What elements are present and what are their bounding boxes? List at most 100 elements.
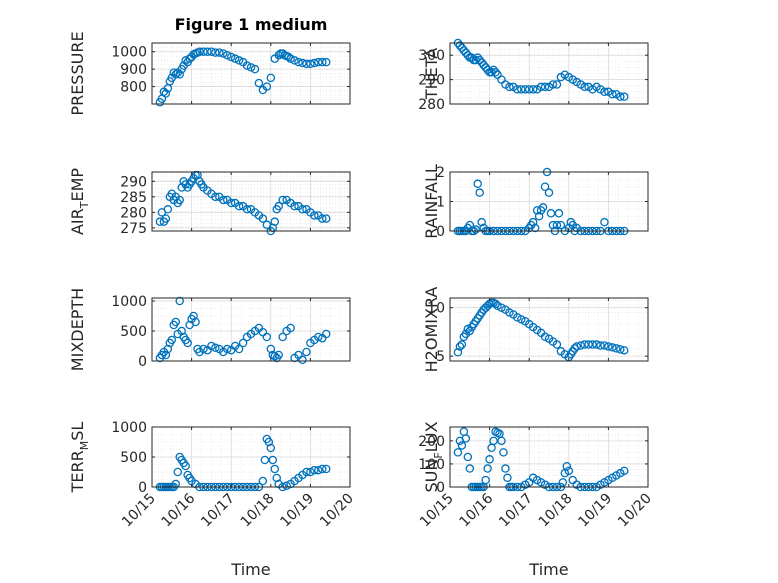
y-tick-label: 100	[418, 457, 445, 473]
data-point	[461, 434, 471, 443]
data-point	[310, 465, 319, 475]
x-tick-label: 10/18	[238, 491, 278, 531]
data-point	[580, 340, 589, 349]
data-point	[298, 355, 307, 365]
y-tick-label: 300	[418, 48, 445, 64]
y-tick-label: 0	[436, 480, 445, 496]
data-point	[619, 466, 629, 476]
data-point	[171, 479, 181, 489]
data-point	[177, 326, 186, 336]
x-tick-label: 10/17	[198, 491, 238, 531]
data-point	[270, 351, 280, 361]
data-point	[505, 308, 514, 317]
y-tick-label: 500	[120, 450, 147, 466]
data-point	[314, 465, 323, 475]
data-point	[268, 455, 278, 465]
data-point	[546, 209, 556, 218]
y-tick-label: 280	[418, 97, 445, 113]
data-point	[286, 323, 295, 333]
axes-box	[449, 297, 649, 362]
data-point	[163, 344, 173, 354]
data-point	[266, 443, 276, 453]
y-axis-label: PRESSURE	[68, 31, 87, 115]
data-point	[219, 195, 228, 205]
data-point	[302, 59, 311, 69]
data-point	[242, 205, 252, 214]
data-point	[294, 57, 303, 67]
data-point	[463, 324, 473, 334]
data-point	[572, 342, 581, 351]
data-point	[211, 192, 220, 202]
data-point	[181, 461, 190, 471]
data-point	[616, 92, 625, 101]
data-point	[290, 56, 299, 65]
data-point	[278, 195, 287, 205]
y-axis-label: RAINFALL	[422, 164, 441, 239]
y-tick-label: 290	[418, 73, 445, 89]
subplot-lower-left: 0 500 1000 MIXDEPTH	[68, 288, 351, 371]
data-point	[536, 82, 546, 92]
data-point	[258, 476, 268, 486]
data-point	[191, 317, 200, 327]
data-point	[608, 89, 617, 99]
data-point	[211, 48, 220, 57]
data-point	[234, 56, 244, 65]
data-point	[558, 478, 568, 487]
data-point	[302, 467, 311, 477]
data-point	[608, 343, 617, 352]
data-point	[457, 340, 467, 349]
data-point	[189, 311, 198, 321]
y-tick-label: 5	[436, 349, 445, 365]
x-tick-label: 10/17	[496, 491, 536, 531]
data-point	[457, 441, 467, 450]
data-point	[600, 217, 609, 227]
data-point	[234, 201, 244, 211]
y-tick-label: 2	[436, 165, 445, 181]
data-point	[493, 301, 502, 311]
data-point	[254, 78, 264, 88]
data-point	[528, 85, 538, 94]
data-point	[222, 344, 232, 354]
data-point	[588, 340, 597, 349]
y-tick-label: 800	[120, 80, 147, 96]
data-point	[203, 47, 212, 56]
data-point	[270, 464, 280, 474]
axes-box	[151, 42, 351, 105]
data-point	[592, 340, 601, 349]
x-tick-label: 10/16	[159, 490, 199, 530]
y-tick-label: 1000	[111, 420, 147, 436]
data-point	[552, 220, 562, 230]
data-point	[538, 203, 548, 212]
data-point	[290, 201, 299, 211]
data-point	[465, 464, 475, 473]
data-point	[270, 217, 280, 226]
data-point	[222, 50, 232, 60]
y-tick-label: 500	[120, 324, 147, 340]
data-point	[540, 332, 550, 342]
data-point	[548, 80, 558, 89]
y-tick-label: 1000	[111, 45, 147, 61]
x-axis-label: Time	[230, 560, 270, 579]
data-point	[298, 205, 307, 214]
subplot-bottom-left: 0 500 1000 TERRMSL 10/15 10/16 10/17 10/18 10/19…	[68, 420, 357, 579]
data-point	[455, 342, 465, 351]
data-point	[497, 436, 506, 446]
data-point	[211, 343, 220, 353]
data-point	[556, 220, 566, 230]
data-point	[175, 195, 184, 205]
data-point	[318, 464, 327, 474]
data-point	[513, 85, 522, 94]
data-point	[219, 49, 228, 58]
data-point	[576, 341, 585, 350]
y-tick-label: 0	[138, 354, 147, 370]
data-point	[491, 68, 500, 77]
data-point	[465, 220, 475, 230]
x-tick-label: 10/18	[536, 491, 576, 531]
data-point	[600, 87, 609, 97]
data-point	[278, 332, 287, 342]
data-point	[517, 85, 526, 94]
